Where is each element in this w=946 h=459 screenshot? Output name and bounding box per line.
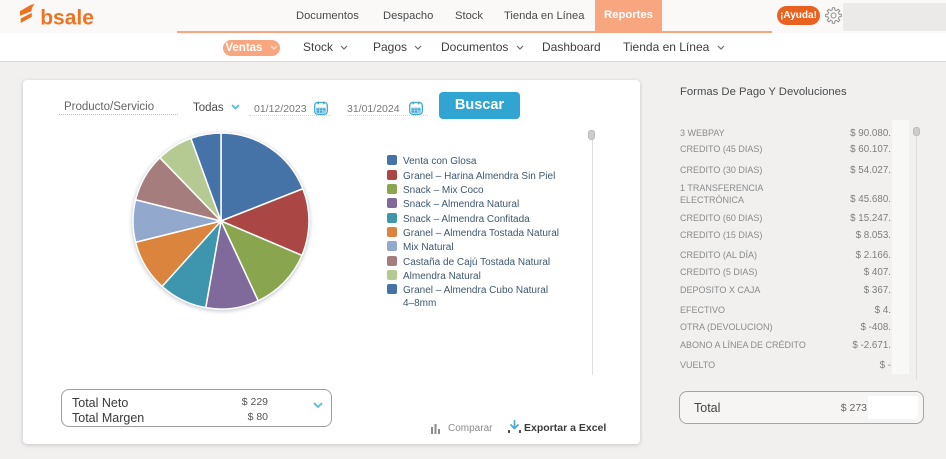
svg-text:bsale: bsale: [40, 6, 94, 29]
